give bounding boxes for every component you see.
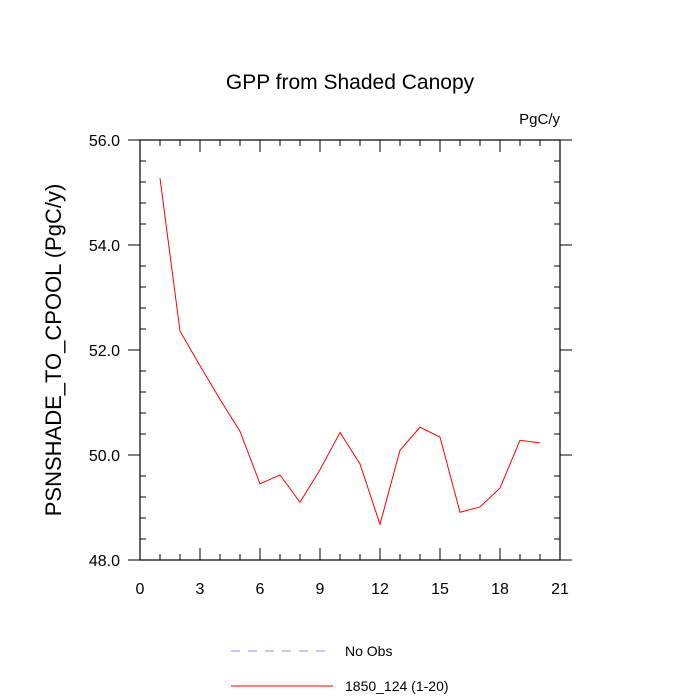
- plot-frame: [139, 139, 561, 561]
- series-line: [159, 178, 541, 527]
- y-tick-labels: 48.0 50.0 52.0 54.0 56.0: [89, 133, 120, 570]
- x-tick-label: 15: [431, 581, 449, 598]
- x-tick-label: 9: [316, 581, 325, 598]
- chart-title: GPP from Shaded Canopy: [226, 71, 475, 94]
- x-tick-label: 0: [136, 581, 145, 598]
- legend-label: No Obs: [345, 643, 392, 659]
- y-tick-label: 56.0: [89, 133, 120, 150]
- legend: No Obs 1850_124 (1-20): [231, 643, 449, 694]
- y-tick-label: 52.0: [89, 343, 120, 360]
- series-lines: [159, 178, 541, 527]
- y-tick-label: 54.0: [89, 238, 120, 255]
- x-tick-labels: 0 3 6 9 12 15 18 21: [136, 581, 569, 598]
- y-tick-label: 48.0: [89, 553, 120, 570]
- y-tick-label: 50.0: [89, 448, 120, 465]
- legend-label: 1850_124 (1-20): [345, 678, 449, 694]
- x-tick-label: 21: [551, 581, 569, 598]
- x-tick-label: 3: [196, 581, 205, 598]
- x-tick-label: 6: [256, 581, 265, 598]
- y-axis-label: PSNSHADE_TO_CPOOL (PgC/y): [41, 184, 66, 517]
- x-tick-label: 12: [371, 581, 389, 598]
- tick-marks: [128, 139, 572, 561]
- units-label: PgC/y: [519, 111, 560, 128]
- x-tick-label: 18: [491, 581, 509, 598]
